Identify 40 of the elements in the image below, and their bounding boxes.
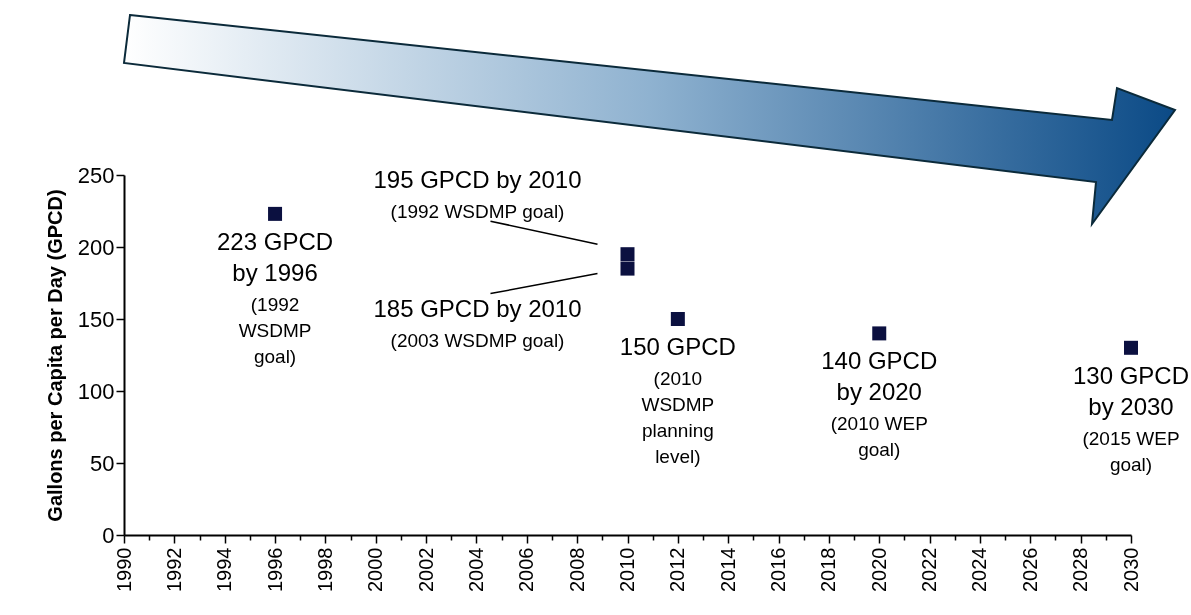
x-tick-label: 2020: [867, 547, 890, 592]
x-tick-label: 1992: [162, 547, 185, 592]
x-tick-label: 1996: [263, 547, 286, 592]
x-tick-label: 2002: [414, 547, 437, 592]
x-tick-label: 2016: [767, 547, 790, 592]
y-tick-label: 150: [77, 306, 115, 332]
x-tick-label: 2010: [616, 547, 638, 592]
x-tick-label: 2026: [1018, 547, 1041, 592]
x-tick-label: 2004: [464, 547, 487, 592]
x-tick-label: 2012: [666, 547, 689, 592]
annotation: 195 GPCD by 2010 (1992 WSDMP goal): [373, 166, 582, 223]
x-tick-label: 2022: [918, 547, 941, 592]
x-tick-label: 2000: [364, 547, 387, 592]
x-tick-label: 2006: [515, 547, 538, 592]
y-tick-label: 50: [90, 450, 115, 476]
y-tick-label: 0: [102, 522, 115, 548]
annotation: 140 GPCD by 2020 (2010 WEP goal): [821, 347, 938, 461]
annotation: 150 GPCD (2010 WSDMP planning level): [619, 333, 736, 467]
y-tick-label: 200: [77, 234, 115, 260]
annotation: 185 GPCD by 2010 (2003 WSDMP goal): [373, 294, 582, 351]
point: [670, 312, 685, 326]
x-tick-label: 1990: [112, 547, 135, 592]
y-tick-label: 100: [77, 378, 115, 404]
x-tick-label: 2030: [1119, 547, 1142, 592]
point: [268, 206, 283, 221]
annotation: 223 GPCD by 1996 (1992 WSDMP goal): [217, 227, 334, 367]
x-tick-label: 2008: [565, 547, 588, 592]
point: [872, 326, 887, 341]
annotation: 130 GPCD by 2030 (2015 WEP goal): [1072, 361, 1190, 475]
x-tick-label: 2024: [968, 547, 991, 592]
x-tick-label: 1998: [313, 547, 336, 592]
y-tick-label: 250: [77, 162, 115, 188]
y-axis-title: Gallons per Capita per Day (GPCD): [43, 189, 66, 522]
point: [1124, 340, 1138, 355]
x-tick-label: 2028: [1069, 547, 1092, 592]
x-tick-label: 2018: [817, 547, 840, 592]
point: [620, 247, 635, 262]
x-tick-label: 1994: [213, 547, 236, 592]
x-tick-label: 2014: [716, 547, 739, 592]
point: [620, 261, 635, 276]
